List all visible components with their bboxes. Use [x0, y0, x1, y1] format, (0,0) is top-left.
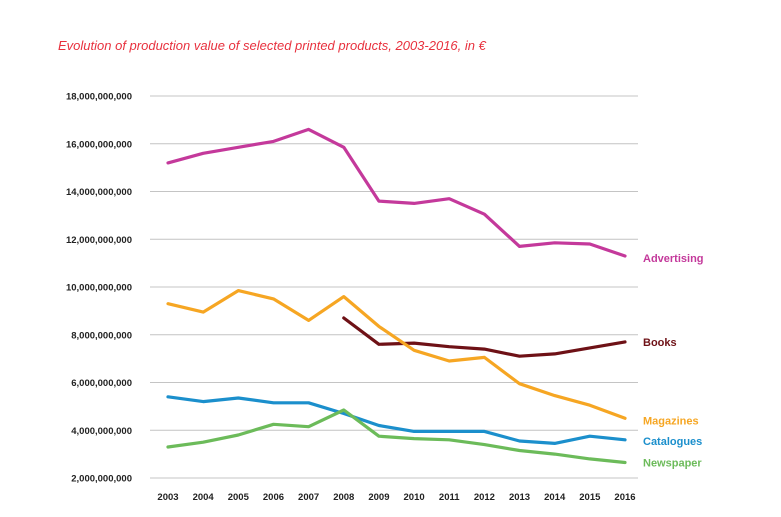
series-line-books: [342, 316, 627, 358]
series-lines: [166, 127, 627, 465]
x-axis: 2003 2004 2005 2006 2007 2008 2009 2010 2011 2012…: [157, 492, 635, 503]
x-tick-label: 2008: [333, 492, 354, 503]
y-tick-label: 6,000,000,000: [71, 378, 132, 389]
y-tick-label: 16,000,000,000: [66, 139, 132, 150]
x-tick-label: 2010: [404, 492, 425, 503]
x-tick-label: 2009: [368, 492, 389, 503]
series-line-magazines: [166, 289, 627, 420]
y-tick-label: 8,000,000,000: [71, 330, 132, 341]
chart-title: Evolution of production value of selecte…: [58, 38, 487, 53]
y-tick-label: 14,000,000,000: [66, 187, 132, 198]
series-label-catalogues: Catalogues: [643, 436, 702, 448]
y-tick-label: 4,000,000,000: [71, 426, 132, 437]
series-label-books: Books: [643, 337, 677, 349]
y-tick-label: 10,000,000,000: [66, 283, 132, 294]
series-labels: Advertising Books Magazines Catalogues Newsp…: [643, 253, 704, 470]
x-tick-label: 2006: [263, 492, 284, 503]
y-tick-label: 18,000,000,000: [66, 92, 132, 103]
x-tick-label: 2014: [544, 492, 566, 503]
series-label-newspaper: Newspaper: [643, 457, 702, 469]
x-tick-label: 2007: [298, 492, 319, 503]
series-line-newspaper: [166, 408, 627, 465]
x-tick-label: 2005: [228, 492, 250, 503]
x-tick-label: 2004: [193, 492, 215, 503]
x-tick-label: 2003: [157, 492, 178, 503]
x-tick-label: 2016: [614, 492, 635, 503]
series-label-magazines: Magazines: [643, 415, 699, 427]
y-tick-label: 12,000,000,000: [66, 235, 132, 246]
x-tick-label: 2012: [474, 492, 495, 503]
x-tick-label: 2011: [439, 492, 460, 503]
y-tick-label: 2,000,000,000: [71, 474, 132, 485]
series-line-catalogues: [166, 395, 627, 445]
x-tick-label: 2015: [579, 492, 601, 503]
gridlines: [150, 95, 638, 479]
series-label-advertising: Advertising: [643, 253, 704, 265]
y-axis: 2,000,000,000 4,000,000,000 6,000,000,000 8…: [66, 92, 132, 485]
x-tick-label: 2013: [509, 492, 530, 503]
series-line-advertising: [166, 127, 627, 258]
